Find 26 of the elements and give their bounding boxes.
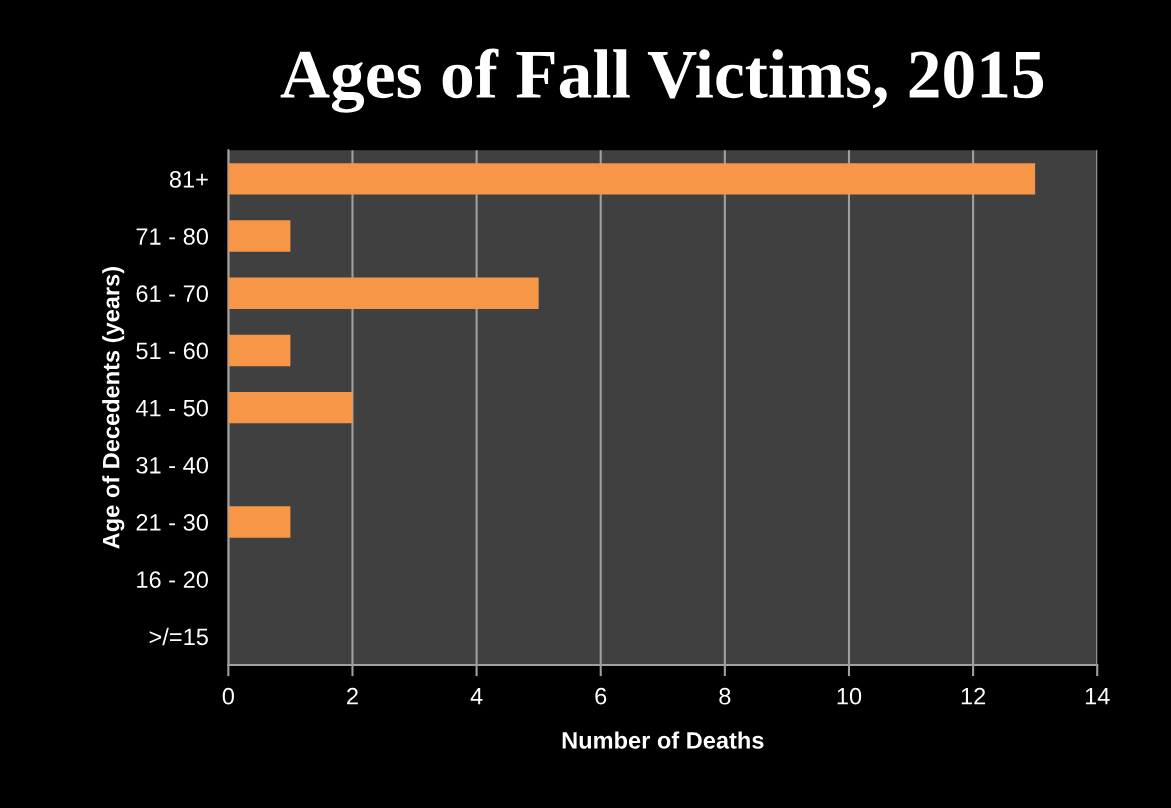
y-tick-label: 31 - 40	[136, 456, 208, 474]
y-axis-title: Age of Decedents (years)	[102, 267, 125, 549]
bar	[228, 277, 539, 309]
y-tick-label: 21 - 30	[136, 514, 208, 531]
y-tick-label: >/=15	[149, 627, 208, 646]
y-tick-label: 16 - 20	[137, 571, 208, 588]
y-tick-label: 81+	[169, 170, 208, 188]
x-tick-label: 4	[470, 688, 483, 705]
x-tick-label: 12	[961, 687, 986, 705]
chart-title: Ages of Fall Victims, 2015	[280, 48, 1044, 113]
bar	[228, 220, 291, 252]
y-tick-label: 41 - 50	[135, 399, 208, 417]
x-tick-label: 2	[347, 687, 358, 705]
y-tick-label: 71 - 80	[136, 228, 208, 245]
bar	[228, 163, 1036, 195]
x-axis-title: Number of Deaths	[562, 731, 764, 749]
x-tick-label: 8	[719, 687, 731, 705]
x-tick-label: 10	[837, 687, 862, 705]
x-tick-label: 14	[1085, 688, 1110, 705]
bar	[228, 506, 291, 538]
x-tick-label: 6	[595, 687, 607, 705]
bar	[228, 334, 291, 367]
x-tick-label: 0	[222, 687, 234, 705]
bar	[228, 391, 353, 424]
y-tick-label: 51 - 60	[136, 342, 208, 360]
y-tick-label: 61 - 70	[136, 285, 208, 303]
